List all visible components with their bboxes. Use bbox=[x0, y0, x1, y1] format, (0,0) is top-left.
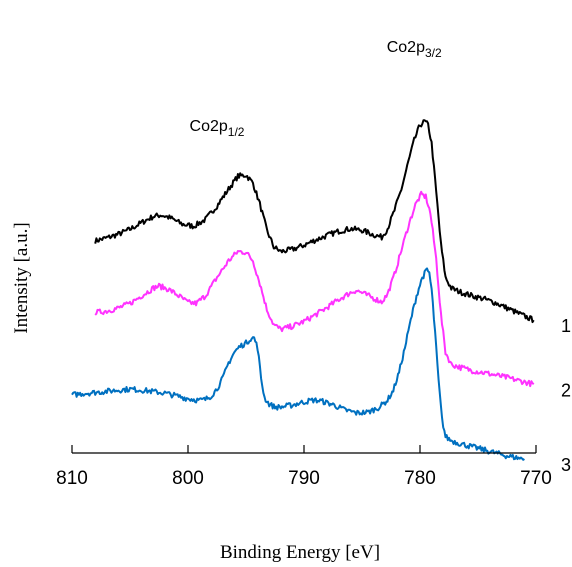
x-axis-ticks bbox=[71, 445, 537, 453]
series-label-1: 1 bbox=[561, 316, 571, 336]
x-tick-label-810: 810 bbox=[56, 468, 88, 489]
peak-label-1: Co2p1/2 bbox=[190, 118, 245, 139]
series-label-3: 3 bbox=[561, 455, 571, 475]
peak-label-2: Co2p3/2 bbox=[387, 39, 442, 60]
series-label-2: 2 bbox=[561, 380, 571, 400]
x-tick-label-770: 770 bbox=[520, 468, 552, 489]
x-axis-tick-labels: 810 800 790 780 770 bbox=[56, 468, 552, 489]
x-tick-label-790: 790 bbox=[288, 468, 320, 489]
series-line-3 bbox=[71, 267, 525, 461]
x-tick-label-780: 780 bbox=[404, 468, 436, 489]
peak-labels: Co2p1/2 Co2p3/2 bbox=[190, 39, 442, 139]
series-line-2 bbox=[94, 190, 535, 388]
y-axis-title: Intensity [a.u.] bbox=[11, 222, 32, 333]
x-axis-title: Binding Energy [eV] bbox=[220, 542, 380, 563]
x-tick-label-800: 800 bbox=[172, 468, 204, 489]
plot-lines bbox=[71, 119, 535, 461]
series-line-1 bbox=[94, 119, 535, 324]
series-labels: 1 2 3 bbox=[561, 316, 571, 475]
